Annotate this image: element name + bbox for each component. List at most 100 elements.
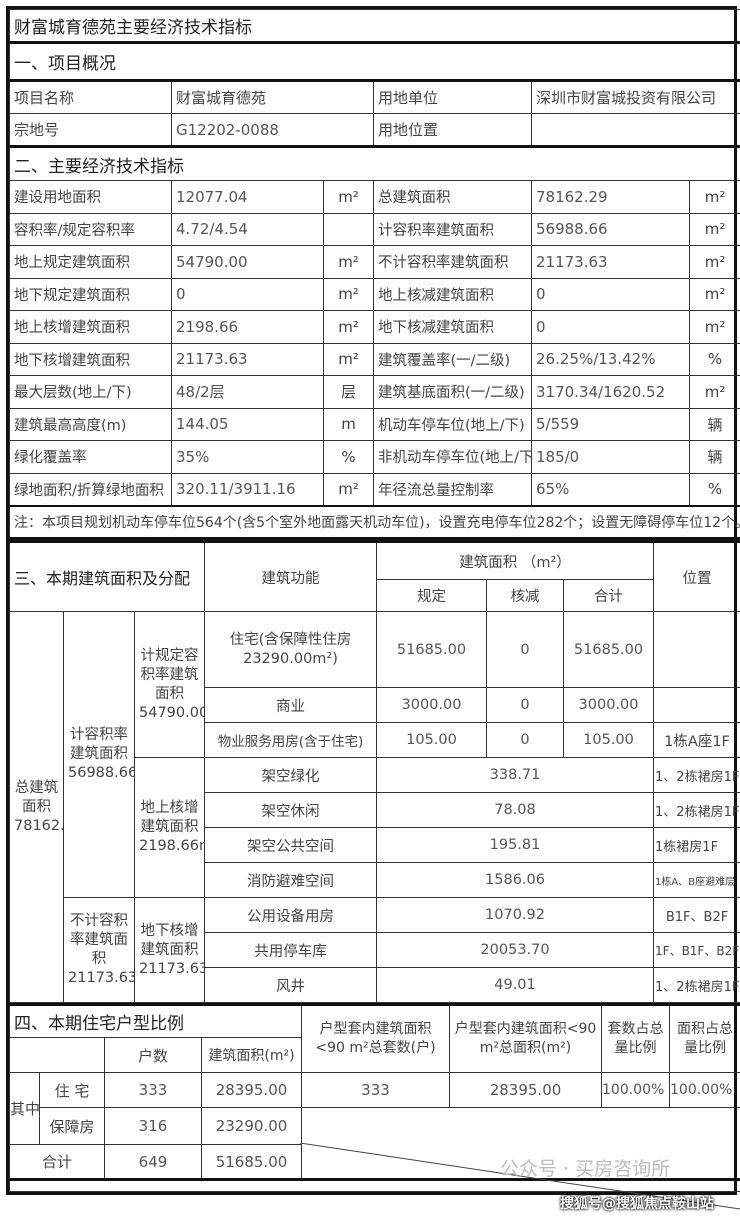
count-ratio: 100.00% bbox=[602, 1073, 670, 1108]
value: 财富城育德苑 bbox=[172, 81, 374, 114]
function-name: 消防避难空间 bbox=[205, 863, 377, 898]
indicator-unit: 辆 bbox=[690, 408, 740, 441]
indicator-value: 0 bbox=[172, 278, 324, 311]
location: 1、2栋裙房1F bbox=[654, 758, 740, 793]
indicator-label: 地下规定建筑面积 bbox=[10, 278, 172, 311]
indicator-unit: m² bbox=[324, 246, 374, 279]
area-value: 20053.70 bbox=[377, 933, 654, 968]
total-value: 105.00 bbox=[564, 723, 654, 758]
indicator-label: 建筑基底面积(一/二级) bbox=[374, 376, 532, 409]
indicator-value: 65% bbox=[532, 473, 690, 506]
among-label: 其中 bbox=[10, 1073, 40, 1145]
function-name: 架空休闲 bbox=[205, 793, 377, 828]
indicator-value: 185/0 bbox=[532, 441, 690, 474]
plan-value: 51685.00 bbox=[377, 612, 487, 688]
indicator-unit: m² bbox=[324, 473, 374, 506]
lt90-area-header: 户型套内建筑面积<90 m²总面积(m²) bbox=[450, 1005, 602, 1073]
indicator-value: 5/559 bbox=[532, 408, 690, 441]
value: G12202-0088 bbox=[172, 114, 374, 147]
reduce-value: 0 bbox=[487, 688, 564, 723]
indicator-value: 21173.63 bbox=[532, 246, 690, 279]
indicator-value: 54790.00 bbox=[172, 246, 324, 279]
lt90-count: 333 bbox=[302, 1073, 450, 1108]
label: 用地单位 bbox=[374, 81, 532, 114]
area-value: 195.81 bbox=[377, 828, 654, 863]
location: 1F、B1F、B2F bbox=[654, 933, 740, 968]
indicator-label: 绿化覆盖率 bbox=[10, 441, 172, 474]
function-name: 物业服务用房(含于住宅) bbox=[205, 723, 377, 758]
plan-far-label: 计规定容积率建筑面积54790.00m² bbox=[135, 612, 205, 758]
function-name: 风井 bbox=[205, 968, 377, 1003]
indicator-unit: m² bbox=[324, 311, 374, 344]
location: 1栋A座1F bbox=[654, 723, 740, 758]
indicator-label: 不计容积率建筑面积 bbox=[374, 246, 532, 279]
function-name: 架空绿化 bbox=[205, 758, 377, 793]
section2-header: 二、主要经济技术指标 bbox=[10, 147, 740, 181]
indicator-label: 建筑覆盖率(一/二级) bbox=[374, 343, 532, 376]
area-value: 49.01 bbox=[377, 968, 654, 1003]
indicator-label: 容积率/规定容积率 bbox=[10, 213, 172, 246]
function-name: 公用设备用房 bbox=[205, 898, 377, 933]
indicator-label: 计容积率建筑面积 bbox=[374, 213, 532, 246]
label: 用地位置 bbox=[374, 114, 532, 147]
indicator-value: 26.25%/13.42% bbox=[532, 343, 690, 376]
function-name: 住宅(含保障性住房23290.00m²) bbox=[205, 612, 377, 688]
indicator-unit: m² bbox=[324, 181, 374, 214]
area-header: 建筑面积 （m²） bbox=[377, 542, 654, 580]
section1-header: 一、项目概况 bbox=[10, 43, 740, 81]
total-header: 合计 bbox=[564, 580, 654, 612]
location: 1、2栋裙房1F bbox=[654, 793, 740, 828]
value: 深圳市财富城投资有限公司 bbox=[532, 81, 740, 114]
indicator-unit: 辆 bbox=[690, 441, 740, 474]
indicator-label: 建筑最高高度(m) bbox=[10, 408, 172, 441]
area-header: 建筑面积(m²) bbox=[202, 1038, 302, 1073]
parking-note: 注：本项目规划机动车停车位564个(含5个室外地面露天机动车位)，设置充电停车位… bbox=[10, 506, 740, 539]
location bbox=[654, 688, 740, 723]
location bbox=[654, 612, 740, 688]
function-header: 建筑功能 bbox=[205, 542, 377, 612]
indicator-unit: % bbox=[324, 441, 374, 474]
sum-area: 51685.00 bbox=[202, 1145, 302, 1180]
indicator-unit: m² bbox=[690, 213, 740, 246]
section3-header: 三、本期建筑面积及分配 bbox=[10, 542, 205, 612]
count-ratio-header: 套数占总量比例 bbox=[602, 1005, 670, 1073]
indicator-value: 56988.66 bbox=[532, 213, 690, 246]
area: 28395.00 bbox=[202, 1073, 302, 1108]
plan-value: 105.00 bbox=[377, 723, 487, 758]
location-header: 位置 bbox=[654, 542, 740, 612]
households: 333 bbox=[105, 1073, 202, 1108]
reduce-header: 核减 bbox=[487, 580, 564, 612]
indicator-row: 最大层数(地上/下)48/2层层建筑基底面积(一/二级)3170.34/1620… bbox=[10, 376, 740, 409]
indicator-unit: m² bbox=[324, 278, 374, 311]
households: 316 bbox=[105, 1108, 202, 1145]
indicator-label: 年径流总量控制率 bbox=[374, 473, 532, 506]
indicator-label: 最大层数(地上/下) bbox=[10, 376, 172, 409]
indicator-label: 地上核减建筑面积 bbox=[374, 278, 532, 311]
indicator-value: 78162.29 bbox=[532, 181, 690, 214]
lt90-area: 28395.00 bbox=[450, 1073, 602, 1108]
section4-header: 四、本期住宅户型比例 bbox=[10, 1005, 302, 1038]
indicator-unit: m² bbox=[324, 343, 374, 376]
bottom-border-row bbox=[10, 1180, 740, 1192]
area-value: 78.08 bbox=[377, 793, 654, 828]
indicator-unit: m² bbox=[690, 246, 740, 279]
label: 宗地号 bbox=[10, 114, 172, 147]
plan-header: 规定 bbox=[377, 580, 487, 612]
indicator-label: 非机动车停车位(地上/下) bbox=[374, 441, 532, 474]
indicator-unit: 层 bbox=[324, 376, 374, 409]
indicator-value: 144.05 bbox=[172, 408, 324, 441]
indicator-value: 12077.04 bbox=[172, 181, 324, 214]
indicator-value: 2198.66 bbox=[172, 311, 324, 344]
indicator-value: 48/2层 bbox=[172, 376, 324, 409]
indicator-value: 21173.63 bbox=[172, 343, 324, 376]
